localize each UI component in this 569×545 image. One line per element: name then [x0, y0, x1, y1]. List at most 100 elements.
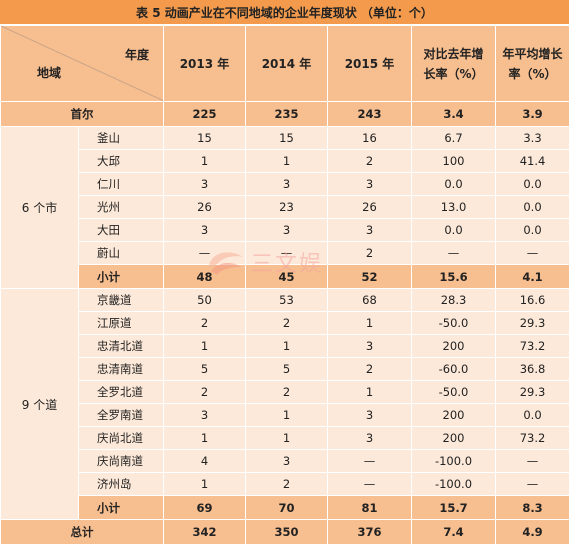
cell-2015: 3	[328, 404, 412, 427]
cell-2013: 69	[164, 496, 246, 520]
row-label: 总计	[1, 520, 164, 545]
cell-growth: 0.0	[412, 219, 496, 242]
header-row: 年度 地域 2013 年 2014 年 2015 年 对比去年增长率（%） 年平…	[1, 26, 569, 102]
cell-2014: 1	[246, 427, 328, 450]
group-label-provinces: 9 个道	[1, 289, 79, 520]
subtotal-row-cities: 小计 48 45 52 15.6 4.1	[1, 265, 569, 289]
cell-2015: 16	[328, 127, 412, 150]
cell-avg: —	[496, 450, 569, 473]
cell-2013: 225	[164, 102, 246, 127]
table-row: 全罗北道 2 2 1 -50.0 29.3	[1, 381, 569, 404]
table-row: 全罗南道 3 1 3 200 0.0	[1, 404, 569, 427]
cell-2013: 3	[164, 404, 246, 427]
row-label: 江原道	[79, 312, 164, 335]
cell-2013: 2	[164, 381, 246, 404]
cell-growth: 200	[412, 335, 496, 358]
cell-growth: 200	[412, 427, 496, 450]
row-label: 庆尚北道	[79, 427, 164, 450]
table-row: 仁川 3 3 3 0.0 0.0	[1, 173, 569, 196]
cell-2015: 243	[328, 102, 412, 127]
cell-growth: 0.0	[412, 173, 496, 196]
row-label: 仁川	[79, 173, 164, 196]
cell-2015: —	[328, 450, 412, 473]
cell-2014: 15	[246, 127, 328, 150]
cell-growth: 200	[412, 404, 496, 427]
cell-2014: 3	[246, 450, 328, 473]
cell-growth: -50.0	[412, 381, 496, 404]
table-row: 庆尚北道 1 1 3 200 73.2	[1, 427, 569, 450]
row-label: 蔚山	[79, 242, 164, 265]
cell-2014: 23	[246, 196, 328, 219]
cell-2014: 3	[246, 219, 328, 242]
cell-avg: 36.8	[496, 358, 569, 381]
cell-2015: 3	[328, 335, 412, 358]
row-label: 庆尚南道	[79, 450, 164, 473]
cell-2013: 48	[164, 265, 246, 289]
table-row: 庆尚南道 4 3 — -100.0 —	[1, 450, 569, 473]
cell-avg: 73.2	[496, 427, 569, 450]
cell-2013: 2	[164, 312, 246, 335]
cell-growth: 15.6	[412, 265, 496, 289]
cell-growth: 6.7	[412, 127, 496, 150]
table-row: 忠清南道 5 5 2 -60.0 36.8	[1, 358, 569, 381]
cell-growth: 3.4	[412, 102, 496, 127]
cell-2015: 2	[328, 150, 412, 173]
cell-2013: 1	[164, 150, 246, 173]
cell-2015: 3	[328, 427, 412, 450]
cell-2014: 3	[246, 173, 328, 196]
cell-2015: 1	[328, 312, 412, 335]
total-row: 总计 342 350 376 7.4 4.9	[1, 520, 569, 545]
cell-2013: 50	[164, 289, 246, 312]
cell-avg: 8.3	[496, 496, 569, 520]
row-label: 首尔	[1, 102, 164, 127]
cell-2013: 5	[164, 358, 246, 381]
row-label: 全罗北道	[79, 381, 164, 404]
cell-growth: 7.4	[412, 520, 496, 545]
cell-growth: —	[412, 242, 496, 265]
row-label: 小计	[79, 265, 164, 289]
cell-avg: 73.2	[496, 335, 569, 358]
cell-avg: 29.3	[496, 381, 569, 404]
cell-2014: 5	[246, 358, 328, 381]
diagonal-header-cell: 年度 地域	[1, 26, 164, 102]
row-label: 忠清北道	[79, 335, 164, 358]
col-header-2013: 2013 年	[164, 26, 246, 102]
row-label: 小计	[79, 496, 164, 520]
cell-2014: 1	[246, 150, 328, 173]
corner-year-label: 年度	[125, 46, 149, 63]
cell-2014: 235	[246, 102, 328, 127]
row-label: 济州岛	[79, 473, 164, 496]
cell-2013: 1	[164, 473, 246, 496]
cell-2015: —	[328, 473, 412, 496]
corner-region-label: 地域	[37, 64, 61, 81]
subtotal-row-provinces: 小计 69 70 81 15.7 8.3	[1, 496, 569, 520]
cell-avg: 4.1	[496, 265, 569, 289]
table-row: 9 个道 京畿道 50 53 68 28.3 16.6	[1, 289, 569, 312]
cell-avg: 4.9	[496, 520, 569, 545]
cell-2014: 70	[246, 496, 328, 520]
table-row: 忠清北道 1 1 3 200 73.2	[1, 335, 569, 358]
diagonal-line	[1, 26, 164, 101]
cell-growth: 15.7	[412, 496, 496, 520]
table-row: 蔚山 — — 2 — —	[1, 242, 569, 265]
cell-2013: 1	[164, 335, 246, 358]
cell-2015: 68	[328, 289, 412, 312]
cell-2014: 350	[246, 520, 328, 545]
cell-2013: 3	[164, 219, 246, 242]
cell-2013: 3	[164, 173, 246, 196]
cell-growth: 28.3	[412, 289, 496, 312]
cell-avg: —	[496, 473, 569, 496]
cell-2015: 26	[328, 196, 412, 219]
table-row: 6 个市 釜山 15 15 16 6.7 3.3	[1, 127, 569, 150]
cell-2015: 2	[328, 358, 412, 381]
row-label: 忠清南道	[79, 358, 164, 381]
table-row: 江原道 2 2 1 -50.0 29.3	[1, 312, 569, 335]
enterprise-table: 年度 地域 2013 年 2014 年 2015 年 对比去年增长率（%） 年平…	[0, 25, 569, 545]
cell-avg: 29.3	[496, 312, 569, 335]
cell-2013: 342	[164, 520, 246, 545]
row-label: 大田	[79, 219, 164, 242]
group-label-cities: 6 个市	[1, 127, 79, 289]
seoul-row: 首尔 225 235 243 3.4 3.9	[1, 102, 569, 127]
cell-2015: 3	[328, 219, 412, 242]
col-header-growth: 对比去年增长率（%）	[412, 26, 496, 102]
